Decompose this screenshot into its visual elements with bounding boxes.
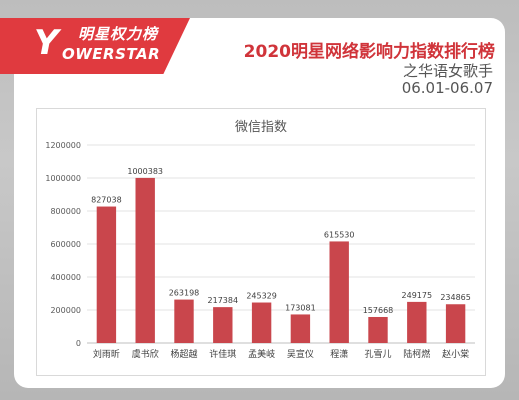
x-tick-label: 刘雨昕 [93,348,120,360]
data-labels: 827038 1000383 263198 217384 245329 173081 615… [91,167,471,315]
x-tick-label: 杨超越 [170,348,197,360]
bar-value-label: 217384 [208,296,239,305]
x-tick-label: 吴宣仪 [287,348,314,360]
x-tick-label: 程潇 [330,348,348,360]
x-tick-label: 许佳琪 [209,348,236,360]
page-subtitle: 之华语女歌手 [402,62,493,80]
bar [407,301,427,343]
y-tick-label: 200000 [50,306,81,315]
y-tick-label: 400000 [50,273,81,282]
chart-panel: 微信指数 0 200000 400000 600000 800000 1000000 120… [36,108,486,376]
bar [251,302,272,343]
bar [174,299,194,343]
x-tick-label: 赵小棠 [442,348,469,360]
x-tick-label: 陆柯燃 [403,348,430,360]
bar-value-label: 615530 [324,230,355,239]
bar [329,241,349,343]
x-tick-label: 虞书欣 [132,348,159,360]
y-tick-label: 800000 [50,207,81,216]
bar-value-label: 249175 [402,291,433,300]
brand-logo-banner [0,18,190,74]
bar [368,316,388,343]
y-tick-label: 0 [76,339,81,348]
brand-logo-en: OWERSTAR [62,45,161,63]
chart-bars [96,177,466,343]
bar [445,304,466,343]
x-tick-label: 孟美岐 [248,348,275,360]
bar-value-label: 234865 [440,293,471,302]
bar-value-label: 1000383 [127,167,163,176]
y-axis-ticks: 0 200000 400000 600000 800000 1000000 1200000 [45,141,81,348]
x-axis-ticks: 刘雨昕 虞书欣 杨超越 许佳琪 孟美岐 吴宣仪 程潇 孔雪儿 陆柯燃 赵小棠 [93,348,469,360]
y-tick-label: 1000000 [45,174,81,183]
date-range: 06.01-06.07 [401,79,493,97]
brand-logo-cn: 明星权力榜 [78,25,159,43]
page-title: 2020明星网络影响力指数排行榜 [243,42,495,62]
y-tick-label: 600000 [50,240,81,249]
bar [96,206,117,343]
x-tick-label: 孔雪儿 [364,349,391,360]
bar-value-label: 173081 [285,303,316,312]
bar [135,177,155,343]
bar-value-label: 827038 [91,196,122,205]
bar-chart: 微信指数 0 200000 400000 600000 800000 1000000 120… [45,120,475,360]
chart-title: 微信指数 [235,120,287,135]
bar-value-label: 263198 [169,289,200,298]
bar [290,314,311,343]
y-tick-label: 1200000 [45,141,81,150]
bar-value-label: 245329 [246,292,277,301]
bar-value-label: 157668 [363,306,394,315]
brand-logo-mark: Y [34,23,59,63]
bar [213,307,233,343]
